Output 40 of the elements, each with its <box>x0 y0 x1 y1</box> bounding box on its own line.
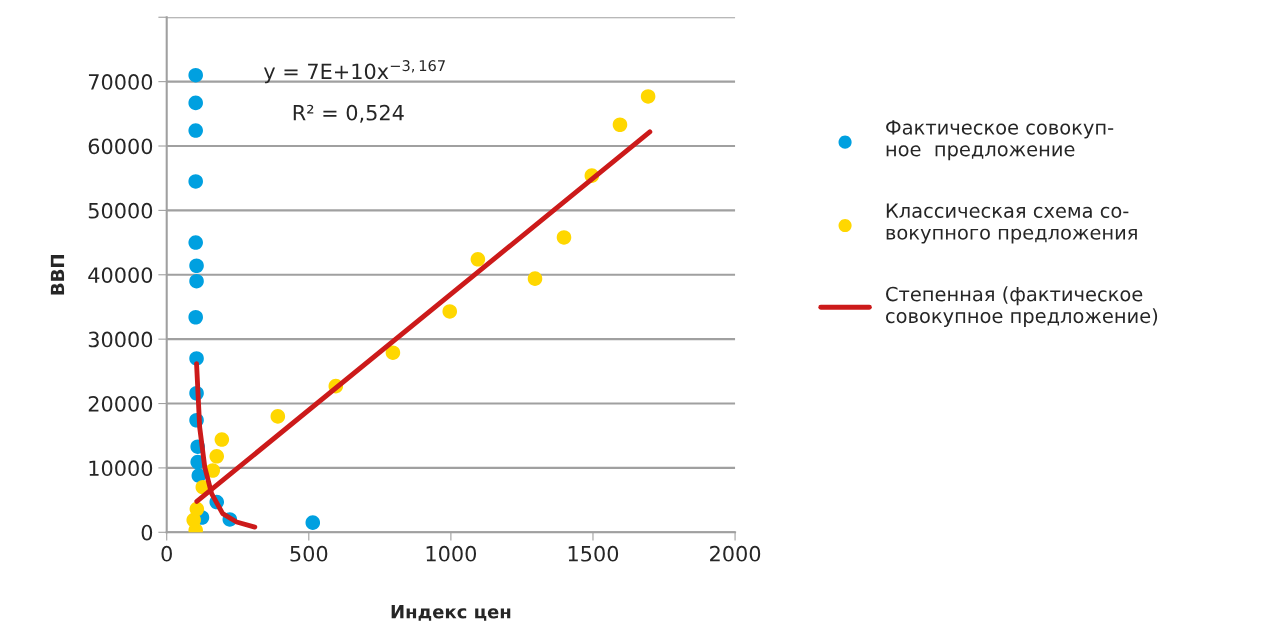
y-tick-label: 70000 <box>88 74 153 90</box>
x-tick-label: 1000 <box>426 545 477 562</box>
y-tick-label: 40000 <box>88 267 153 283</box>
annotation: y = 7E+10x$^{−3,167}$ <box>263 60 445 84</box>
y-tick-label: 30000 <box>88 331 153 348</box>
legend-label: Фактическое совокуп- ное предложение <box>886 120 1114 161</box>
point <box>188 95 203 111</box>
point <box>188 67 203 83</box>
point <box>612 117 628 133</box>
x-tick-label: 500 <box>290 545 328 562</box>
point <box>188 309 203 325</box>
y-tick-label: 50000 <box>88 202 153 219</box>
point <box>188 123 203 138</box>
x-axis-title: Индекс цен <box>391 605 511 621</box>
point <box>305 515 321 530</box>
point <box>470 252 486 267</box>
point <box>556 230 572 245</box>
x-tick-label: 1500 <box>568 545 619 562</box>
point <box>214 432 230 447</box>
point <box>385 345 401 360</box>
point <box>188 235 203 250</box>
y-tick-label: 0 <box>141 524 153 541</box>
point <box>189 258 204 274</box>
point <box>640 89 656 104</box>
x-tick-label: 0 <box>161 545 172 562</box>
point <box>189 501 205 517</box>
x-tick-label: 2000 <box>710 545 761 562</box>
point <box>270 409 286 424</box>
point <box>188 174 203 189</box>
legend-label: Степенная (фактическое совокупное предложение) <box>886 286 1158 327</box>
point <box>527 271 543 286</box>
y-tick-label: 60000 <box>88 138 153 155</box>
y-tick-label: 10000 <box>89 460 153 477</box>
legend-label: Классическая схема со- вокупного предложения <box>886 203 1137 244</box>
y-tick-label: 20000 <box>88 395 153 412</box>
annotation: R² = 0,524 <box>293 104 404 123</box>
point <box>442 304 458 319</box>
y-axis-title: ВВП <box>50 255 65 295</box>
point <box>189 273 204 289</box>
point <box>209 449 225 464</box>
